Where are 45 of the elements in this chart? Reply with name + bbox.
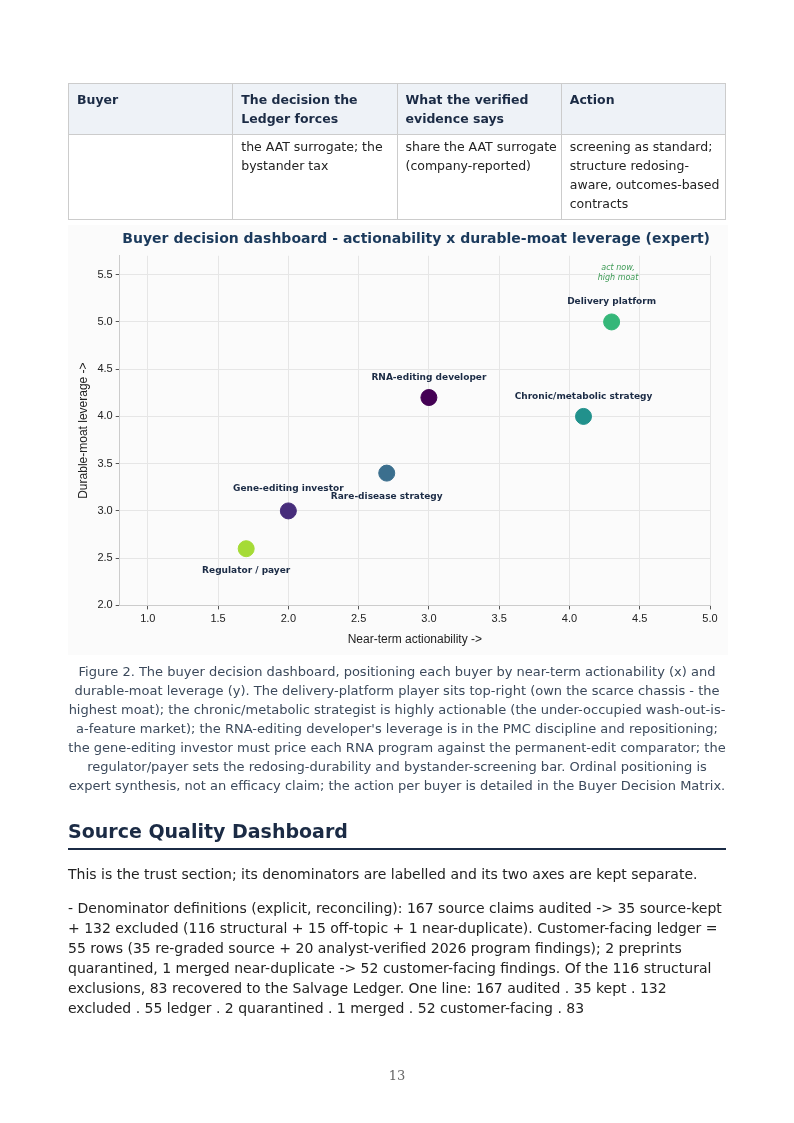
x-tick-label: 5.0 [702, 612, 718, 625]
annotation: act now, high moat [596, 263, 640, 283]
x-tick-label: 3.0 [421, 612, 437, 625]
chart-title: Buyer decision dashboard - actionability x durable-moat leverage (expert) [122, 230, 710, 247]
series-label: Regulator / payer [202, 565, 291, 576]
point [378, 464, 396, 482]
y-tick-label: 2.5 [97, 551, 113, 564]
series-label: Gene-editing investor [233, 483, 345, 494]
x-tick-label: 2.5 [350, 612, 367, 625]
y-tick-label: 3.0 [97, 503, 113, 516]
point [420, 389, 438, 407]
point [237, 540, 255, 558]
x-tick-label: 2.0 [280, 612, 296, 625]
point [279, 502, 297, 520]
y-tick-label: 4.5 [97, 362, 113, 375]
text: share the AAT surrogate (company-reported) [397, 134, 562, 220]
text: screening as standard; structure redosing-aware, outcomes-based contracts [561, 134, 726, 220]
source-note: Source Quality Dashboard [68, 820, 726, 850]
text: - Denominator definitions (explicit, reconciling): 167 source claims audited -> 35 source-kept + 132 excluded (116 structural + 15 off-topic + 1 near-duplicate). Customer-facing ledger = 55 rows (35 re-graded source + 20 analyst-verified 2026 program findings); 2 preprints quarantined, 1 merged near-duplicate -> 52 customer-facing findings. Of the 116 structural exclusions, 83 recovered to the Salvage Ledger. One line: 167 audited . 35 kept . 132 excluded . 55 ledger . 2 quarantined . 1 merged . 52 customer-facing . 83 [68, 899, 723, 1018]
y-tick-label: 4.0 [97, 409, 113, 422]
y-tick-label: 2.0 [97, 598, 113, 611]
caption: Figure 2. The buyer decision dashboard, positioning each buyer by near-term actionability (x) and durable-moat leverage (y). The delivery-platform player sits top-right (own the scarce chassis - the highest moat); the chronic/metabolic strategist is highly actionable (the under-occupied wash-out-is-a-feature market); the RNA-editing developer's leverage is in the PMC discipline and repositioning; the gene-editing investor must price each RNA program against the permanent-edit comparator; the regulator/payer sets the redosing-durability and bystander-screening bar. Ordinal positioning is expert synthesis, not an efficacy claim; the action per buyer is detailed in the Buyer Decision Matrix. [68, 663, 726, 795]
series-label: RNA-editing developer [371, 371, 487, 382]
text: 13 [387, 1068, 407, 1083]
x-axis-title: Near-term actionability -> [347, 632, 483, 647]
x-tick-label: 4.5 [632, 612, 648, 625]
text: the AAT surrogate; the bystander tax [232, 134, 397, 220]
text: What the verified evidence says [397, 83, 562, 135]
series-label: Chronic/metabolic strategy [514, 390, 653, 401]
text: Action [561, 83, 726, 135]
point [603, 313, 621, 331]
x-tick-label: 3.5 [491, 612, 507, 625]
series-label: Delivery platform [567, 296, 657, 307]
x-tick-label: 1.5 [210, 612, 226, 625]
y-tick-label: 5.0 [97, 314, 113, 327]
series-label: Rare-disease strategy [330, 491, 443, 502]
x-tick-label: 4.0 [561, 612, 578, 625]
y-tick-label: 3.5 [97, 456, 113, 469]
text: This is the trust section; its denominators are labelled and its two axes are kept separate. [68, 865, 699, 884]
point [575, 407, 593, 425]
y-axis-title: Durable-moat leverage -> [75, 362, 90, 499]
text: The decision the Ledger forces [232, 83, 397, 135]
text: Buyer [68, 83, 233, 135]
x-tick-label: 1.0 [140, 612, 156, 625]
y-tick-label: 5.5 [97, 267, 113, 280]
